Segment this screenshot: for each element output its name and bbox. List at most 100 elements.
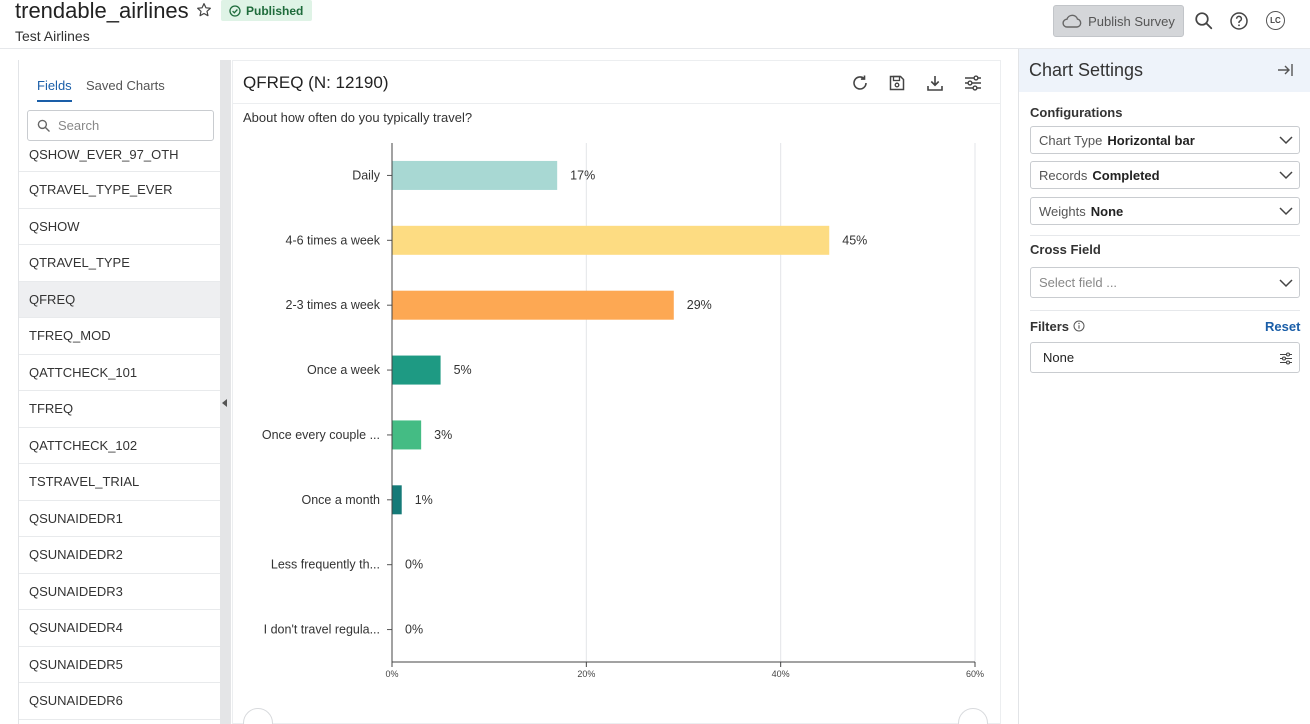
cross-field-label: Cross Field	[1030, 242, 1101, 257]
chart-settings-title: Chart Settings	[1029, 60, 1144, 80]
field-list-item[interactable]: QATTCHECK_102	[19, 428, 220, 464]
top-header: trendable_airlines Published Test Airlin…	[0, 0, 1310, 49]
bar	[392, 355, 441, 385]
chart-panel: QFREQ (N: 12190) About how often do you …	[232, 60, 1001, 724]
cross-field-placeholder: Select field ...	[1039, 275, 1118, 290]
records-select[interactable]: Records Completed	[1030, 161, 1300, 189]
field-list-item[interactable]: TSTRAVEL_TRIAL	[19, 464, 220, 501]
tab-fields[interactable]: Fields	[37, 78, 72, 93]
filters-value: None	[1043, 350, 1075, 365]
category-label: I don't travel regula...	[264, 623, 380, 637]
bar	[392, 290, 674, 320]
star-icon[interactable]	[196, 2, 212, 18]
value-label: 17%	[570, 168, 595, 182]
reset-filters-link[interactable]: Reset	[1265, 319, 1301, 334]
cross-field-select[interactable]: Select field ...	[1030, 267, 1300, 298]
horizontal-bar-chart: Daily 17% 4-6 times a week 45% 2-3 times a w…	[262, 143, 984, 679]
chevron-down-icon	[1279, 279, 1293, 288]
field-list-item[interactable]: QFREQ	[19, 281, 220, 318]
publish-survey-label: Publish Survey	[1088, 13, 1175, 29]
avatar[interactable]: LC	[1266, 11, 1285, 30]
x-tick-label: 60%	[966, 669, 984, 679]
category-label: Once a week	[307, 363, 381, 377]
active-tab-indicator	[37, 100, 72, 102]
search-icon[interactable]	[1194, 11, 1214, 31]
bar	[392, 160, 558, 190]
download-icon[interactable]	[925, 73, 945, 93]
chart-options-icon[interactable]	[963, 73, 983, 93]
panel-splitter[interactable]	[220, 60, 231, 724]
sliders-icon	[1280, 352, 1292, 365]
collapse-left-icon[interactable]	[222, 399, 227, 407]
collapse-panel-icon[interactable]	[1276, 62, 1294, 78]
field-list-item[interactable]: QSHOW	[19, 209, 220, 245]
records-label: Records	[1039, 167, 1088, 183]
filters-label: Filters	[1030, 319, 1085, 334]
value-label: 0%	[405, 558, 423, 572]
configurations-label: Configurations	[1030, 105, 1123, 120]
category-label: Less frequently th...	[271, 558, 380, 572]
save-icon[interactable]	[887, 73, 907, 93]
search-icon	[37, 119, 50, 132]
tab-saved-charts[interactable]: Saved Charts	[86, 78, 165, 93]
filters-label-text: Filters	[1030, 319, 1070, 334]
chart-type-value: Horizontal bar	[1107, 132, 1195, 148]
refresh-icon[interactable]	[850, 73, 870, 93]
help-icon[interactable]	[1229, 11, 1249, 31]
field-list-item[interactable]: QSUNAIDEDR4	[19, 610, 220, 647]
section-divider	[1030, 235, 1300, 236]
previous-chart-button[interactable]	[243, 708, 273, 724]
chart-header-divider	[233, 103, 1000, 104]
status-badge-label: Published	[246, 3, 304, 18]
value-label: 29%	[687, 298, 712, 312]
category-label: Once every couple ...	[262, 428, 380, 442]
value-label: 45%	[842, 233, 867, 247]
cloud-icon	[1062, 14, 1082, 28]
chevron-down-icon	[1279, 171, 1293, 180]
value-label: 0%	[405, 623, 423, 637]
value-label: 3%	[434, 428, 452, 442]
check-circle-icon	[229, 4, 241, 17]
value-label: 1%	[415, 493, 433, 507]
field-list-item[interactable]: QSUNAIDEDR5	[19, 647, 220, 683]
field-list-item[interactable]: QSUNAIDEDR2	[19, 537, 220, 574]
bar	[392, 225, 830, 255]
next-chart-button[interactable]	[958, 708, 988, 724]
chevron-down-icon	[1279, 207, 1293, 216]
fields-tabs: Fields Saved Charts	[19, 60, 220, 102]
fields-panel: Fields Saved Charts Search QSHOW_EVER_97…	[18, 60, 220, 724]
bar	[392, 420, 422, 450]
field-list-item[interactable]: TFREQ	[19, 391, 220, 428]
chart-settings-header: Chart Settings	[1019, 49, 1310, 92]
x-tick-label: 20%	[577, 669, 595, 679]
section-divider	[1030, 310, 1300, 311]
weights-select[interactable]: Weights None	[1030, 197, 1300, 225]
field-list-item[interactable]: QSUNAIDEDR3	[19, 574, 220, 610]
filters-field[interactable]: None	[1030, 342, 1300, 373]
value-label: 5%	[454, 363, 472, 377]
question-text: About how often do you typically travel?	[243, 110, 473, 125]
chevron-down-icon	[1279, 136, 1293, 145]
field-list-item[interactable]: QTRAVEL_TYPE_EVER	[19, 172, 220, 209]
chart-title: QFREQ (N: 12190)	[243, 73, 389, 92]
field-list-item[interactable]: QTRAVEL_TYPE	[19, 245, 220, 282]
weights-label: Weights	[1039, 203, 1086, 219]
field-list-item[interactable]: TFREQ_MOD	[19, 318, 220, 355]
chart-type-select[interactable]: Chart Type Horizontal bar	[1030, 126, 1300, 154]
x-tick-label: 40%	[772, 669, 790, 679]
field-list-item[interactable]: QATTCHECK_101	[19, 355, 220, 391]
field-list-item[interactable]: QSHOW_EVER_97_OTH	[19, 145, 220, 172]
field-list-item[interactable]: QSUNAIDEDR6	[19, 683, 220, 720]
info-icon[interactable]	[1073, 320, 1085, 332]
records-value: Completed	[1092, 167, 1160, 183]
field-list-item[interactable]: QSUNAIDEDR1	[19, 501, 220, 537]
weights-value: None	[1090, 203, 1124, 219]
search-field[interactable]: Search	[27, 110, 214, 141]
bar	[392, 485, 402, 515]
survey-title: trendable_airlines	[15, 0, 189, 23]
field-list: QSHOW_EVER_97_OTH QTRAVEL_TYPE_EVER QSHOW Q…	[19, 145, 220, 720]
category-label: 4-6 times a week	[286, 233, 381, 247]
status-badge: Published	[221, 0, 313, 21]
publish-survey-button[interactable]: Publish Survey	[1053, 5, 1184, 37]
x-tick-label: 0%	[385, 669, 398, 679]
